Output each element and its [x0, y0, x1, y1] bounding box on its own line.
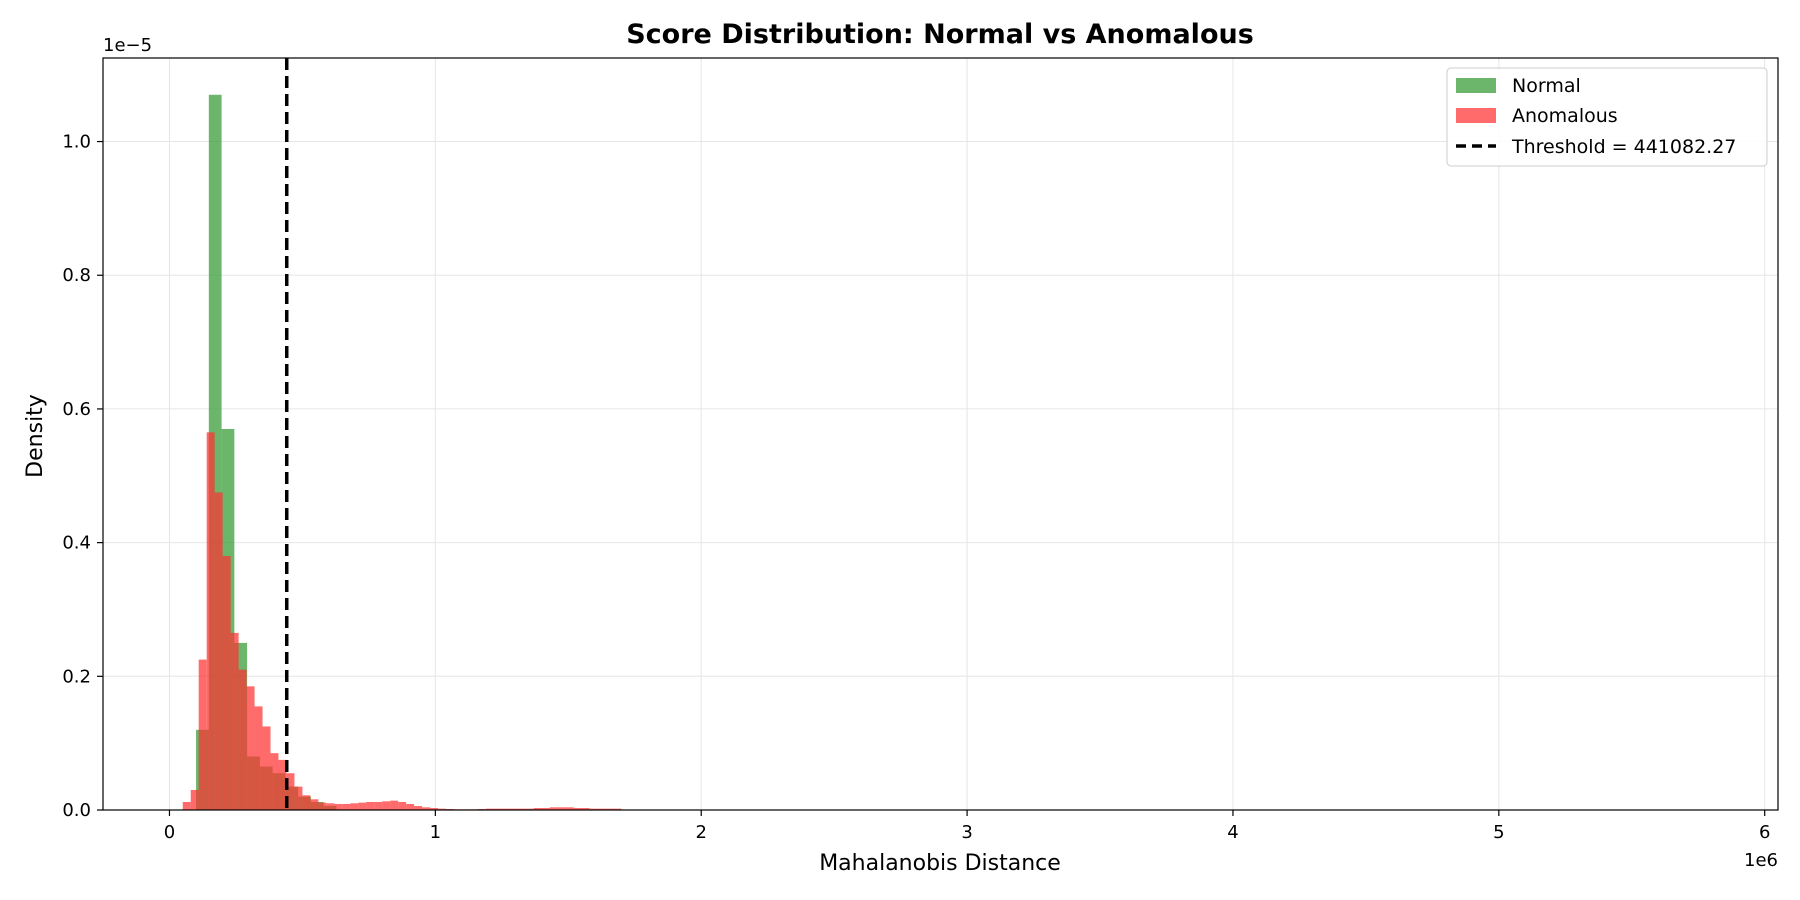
anomalous-bar [493, 808, 502, 810]
anomalous-bar [182, 801, 191, 810]
x-axis-label: Mahalanobis Distance [819, 851, 1061, 876]
anomalous-bar [597, 808, 606, 810]
anomalous-bar [398, 801, 407, 810]
anomalous-bar [605, 808, 614, 810]
anomalous-bar [270, 753, 279, 810]
anomalous-bar [438, 808, 446, 810]
anomalous-bar [262, 726, 271, 810]
x-tick-label: 1 [430, 822, 441, 843]
y-tick-label: 0.2 [62, 666, 91, 687]
anomalous-bar [198, 659, 207, 810]
plot-frame [102, 57, 1779, 811]
legend-label-anomalous: Anomalous [1512, 105, 1618, 127]
y-tick-label: 0.8 [62, 265, 91, 286]
anomalous-bar [517, 808, 526, 810]
anomalous-bar [374, 801, 383, 810]
anomalous-bar [366, 801, 375, 810]
anomalous-bar [430, 807, 438, 810]
x-offset-label: 1e6 [1744, 850, 1778, 871]
y-tick-label: 0.6 [62, 399, 91, 420]
anomalous-bar [326, 803, 335, 810]
anomalous-bar [214, 492, 223, 810]
anomalous-bar [573, 807, 582, 810]
anomalous-bar [414, 805, 423, 810]
anomalous-bar [382, 801, 391, 810]
anomalous-bar [557, 807, 566, 810]
anomalous-bar [525, 808, 534, 810]
anomalous-bar [222, 555, 231, 810]
anomalous-bar [406, 803, 415, 810]
y-tick-label: 0.4 [62, 533, 91, 554]
anomalous-bar [254, 706, 263, 810]
anomalous-bar [190, 789, 199, 810]
anomalous-bar [549, 807, 558, 810]
x-tick-label: 2 [695, 822, 706, 843]
anomalous-bar [485, 808, 494, 810]
anomalous-bar [390, 800, 399, 810]
anomalous-series [182, 432, 622, 810]
chart-title: Score Distribution: Normal vs Anomalous [626, 19, 1254, 50]
anomalous-bar [246, 686, 255, 810]
legend: Normal Anomalous Threshold = 441082.27 [1446, 67, 1768, 167]
anomalous-bar [541, 807, 550, 810]
anomalous-bar [334, 803, 343, 810]
anomalous-bar [294, 786, 303, 810]
y-axis-label: Density [23, 394, 48, 478]
anomalous-bar [358, 802, 367, 810]
grid [103, 58, 1778, 811]
anomalous-bar [318, 802, 327, 810]
y-offset-label: 1e−5 [103, 35, 152, 56]
anomalous-bar [581, 807, 590, 810]
x-tick-label: 5 [1493, 822, 1504, 843]
axis-ticks: 0 1 2 3 4 5 6 0.0 0.2 0.4 0.6 0.8 1.0 [62, 132, 1770, 843]
legend-label-threshold: Threshold = 441082.27 [1511, 136, 1736, 158]
anomalous-bar [509, 808, 518, 810]
anomalous-bar [565, 807, 574, 810]
anomalous-bar [342, 803, 351, 810]
y-tick-label: 1.0 [62, 132, 91, 153]
anomalous-bar [302, 795, 311, 810]
anomalous-bar [613, 808, 622, 810]
anomalous-bar [501, 808, 510, 810]
anomalous-bar [533, 807, 542, 810]
anomalous-bar [350, 803, 359, 810]
anomalous-bar [238, 669, 247, 810]
anomalous-bar [278, 759, 287, 810]
legend-swatch-normal [1456, 78, 1496, 93]
x-tick-label: 4 [1227, 822, 1238, 843]
legend-box [1446, 67, 1768, 167]
anomalous-bar [286, 773, 295, 810]
anomalous-bar [206, 432, 215, 810]
legend-swatch-anomalous [1456, 108, 1496, 123]
legend-label-normal: Normal [1512, 75, 1581, 97]
x-tick-label: 6 [1759, 822, 1770, 843]
y-tick-label: 0.0 [62, 800, 91, 821]
x-tick-label: 0 [164, 822, 175, 843]
anomalous-bar [422, 807, 431, 810]
anomalous-bar [589, 808, 598, 810]
anomalous-bar [230, 632, 239, 810]
anomalous-bar [310, 799, 319, 810]
x-tick-label: 3 [961, 822, 972, 843]
